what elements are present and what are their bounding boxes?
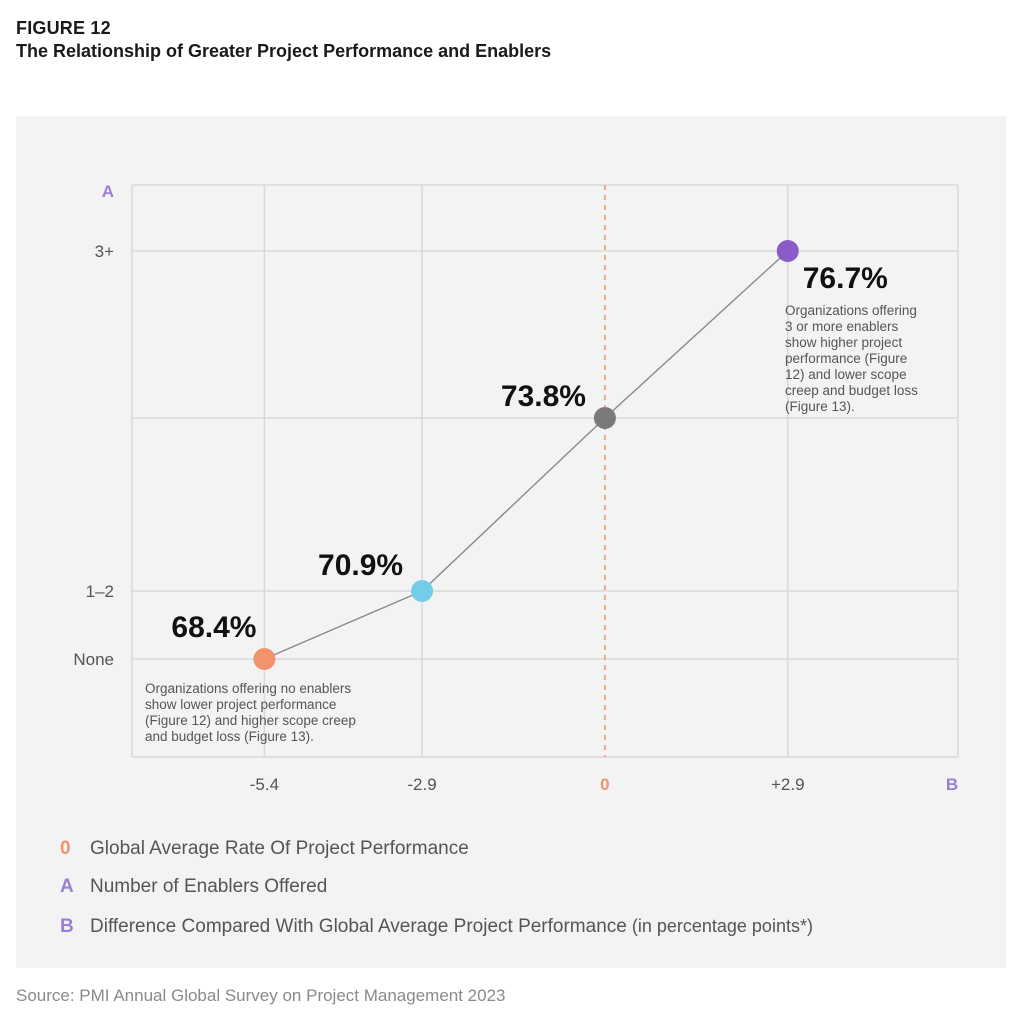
data-point-1 (411, 580, 434, 602)
legend-key-a: A (60, 876, 74, 897)
data-point-2 (593, 407, 616, 429)
chart: A None 1–2 3+ -5.4 -2.9 0 +2.9 B 68.4% 70.9% 73.8% 7… (73, 182, 959, 794)
x-tick-label-3: +2.9 (771, 775, 805, 794)
annotation-1-line-3: performance (Figure (785, 351, 907, 366)
legend-item-difference: B Difference Compared With Global Average… (60, 916, 813, 938)
x-axis-key-label: B (946, 775, 958, 794)
x-tick-label-1: -2.9 (407, 775, 436, 794)
data-label-1: 70.9% (318, 549, 403, 582)
data-point-0 (253, 648, 276, 670)
source-note: Source: PMI Annual Global Survey on Proj… (16, 986, 506, 1005)
annotation-1-line-0: Organizations offering (785, 303, 917, 318)
x-tick-label-0: -5.4 (250, 775, 279, 794)
legend-text-a: Number of Enablers Offered (90, 876, 328, 897)
annotation-1-line-2: show higher project (785, 335, 902, 350)
figure-title: The Relationship of Greater Project Perf… (16, 41, 552, 61)
y-tick-label-3: 3+ (95, 242, 114, 261)
series-line (264, 250, 789, 660)
legend-text-0: Global Average Rate Of Project Performan… (90, 838, 469, 859)
annotation-1-line-4: 12) and lower scope (785, 367, 907, 382)
annotation-0-line-2: (Figure 12) and higher scope creep (145, 713, 356, 728)
annotation-0-line-3: and budget loss (Figure 13). (145, 729, 314, 744)
data-label-2: 73.8% (501, 380, 586, 413)
legend-key-b: B (60, 916, 74, 937)
annotation-1-line-6: (Figure 13). (785, 399, 855, 414)
annotation-0-line-0: Organizations offering no enablers (145, 681, 351, 696)
y-tick-label-0: None (73, 650, 114, 669)
chart-panel (16, 116, 1006, 968)
annotation-0-line-1: show lower project performance (145, 697, 336, 712)
x-tick-label-2: 0 (600, 775, 609, 794)
y-tick-label-1: 1–2 (86, 582, 114, 601)
figure-label: FIGURE 12 (16, 18, 111, 38)
data-label-0: 68.4% (171, 611, 256, 644)
legend-subtext-b: (in percentage points*) (626, 916, 813, 936)
legend-item-global-average: 0 Global Average Rate Of Project Performa… (60, 838, 469, 860)
y-axis-key-label: A (102, 182, 114, 201)
data-point-3 (776, 240, 799, 262)
data-label-3: 76.7% (803, 262, 888, 295)
legend-key-0: 0 (60, 838, 71, 859)
legend-item-enablers: A Number of Enablers Offered (60, 876, 327, 898)
legend-text-b: Difference Compared With Global Average … (90, 916, 627, 937)
annotation-1-line-5: creep and budget loss (785, 383, 918, 398)
annotation-1-line-1: 3 or more enablers (785, 319, 899, 334)
